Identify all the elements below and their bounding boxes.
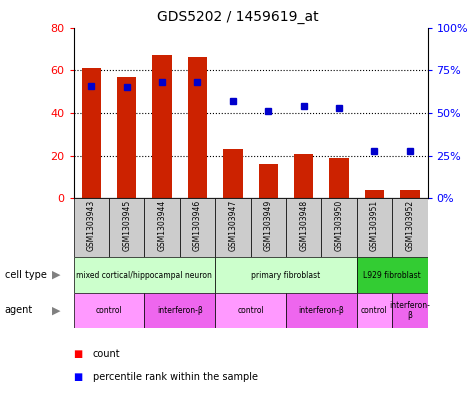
Text: GSM1303943: GSM1303943: [87, 200, 96, 252]
Bar: [258, 164, 278, 198]
Text: agent: agent: [5, 305, 33, 316]
Text: GSM1303945: GSM1303945: [122, 200, 131, 252]
Bar: [329, 158, 349, 198]
Text: count: count: [93, 349, 120, 359]
Text: interferon-β: interferon-β: [157, 306, 203, 315]
Text: ▶: ▶: [52, 305, 61, 316]
Bar: [109, 198, 144, 257]
Bar: [365, 190, 384, 198]
Text: GSM1303946: GSM1303946: [193, 200, 202, 252]
Bar: [117, 77, 136, 198]
Bar: [294, 154, 314, 198]
Text: control: control: [361, 306, 388, 315]
Text: control: control: [237, 306, 264, 315]
Text: control: control: [95, 306, 123, 315]
Bar: [74, 198, 109, 257]
Bar: [400, 190, 419, 198]
Text: mixed cortical/hippocampal neuron: mixed cortical/hippocampal neuron: [76, 271, 212, 279]
Bar: [392, 293, 428, 328]
Bar: [392, 198, 428, 257]
Bar: [74, 293, 144, 328]
Text: ■: ■: [74, 349, 83, 359]
Bar: [357, 293, 392, 328]
Bar: [82, 68, 101, 198]
Bar: [74, 257, 215, 293]
Text: percentile rank within the sample: percentile rank within the sample: [93, 372, 257, 382]
Text: ■: ■: [74, 372, 83, 382]
Text: primary fibroblast: primary fibroblast: [251, 271, 321, 279]
Text: L929 fibroblast: L929 fibroblast: [363, 271, 421, 279]
Text: GDS5202 / 1459619_at: GDS5202 / 1459619_at: [157, 10, 318, 24]
Bar: [180, 198, 215, 257]
Text: cell type: cell type: [5, 270, 47, 280]
Bar: [144, 293, 215, 328]
Text: GSM1303951: GSM1303951: [370, 200, 379, 252]
Bar: [357, 198, 392, 257]
Bar: [251, 198, 286, 257]
Text: GSM1303944: GSM1303944: [158, 200, 167, 252]
Text: interferon-
β: interferon- β: [390, 301, 430, 320]
Bar: [286, 293, 357, 328]
Text: GSM1303948: GSM1303948: [299, 200, 308, 252]
Text: interferon-β: interferon-β: [298, 306, 344, 315]
Text: GSM1303949: GSM1303949: [264, 200, 273, 252]
Bar: [215, 257, 357, 293]
Text: GSM1303947: GSM1303947: [228, 200, 238, 252]
Bar: [357, 257, 428, 293]
Text: ▶: ▶: [52, 270, 61, 280]
Bar: [286, 198, 322, 257]
Bar: [321, 198, 357, 257]
Bar: [188, 57, 207, 198]
Bar: [223, 149, 243, 198]
Text: GSM1303950: GSM1303950: [334, 200, 343, 252]
Bar: [215, 293, 286, 328]
Bar: [152, 55, 172, 198]
Bar: [215, 198, 251, 257]
Text: GSM1303952: GSM1303952: [405, 200, 414, 252]
Bar: [144, 198, 180, 257]
